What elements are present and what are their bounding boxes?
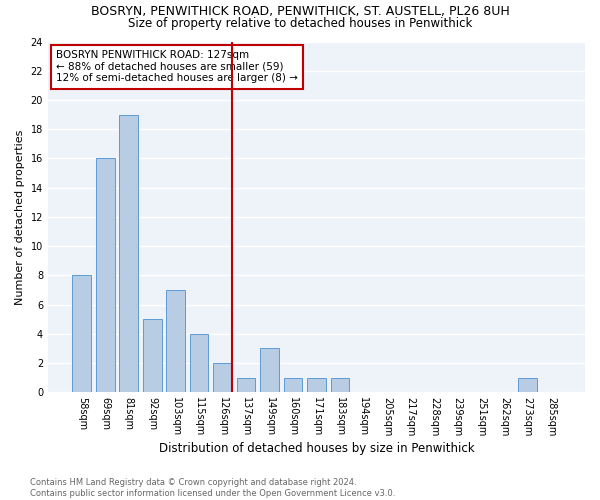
Bar [143,319,161,392]
X-axis label: Distribution of detached houses by size in Penwithick: Distribution of detached houses by size … [158,442,474,455]
Text: Contains HM Land Registry data © Crown copyright and database right 2024.
Contai: Contains HM Land Registry data © Crown c… [30,478,395,498]
Text: Size of property relative to detached houses in Penwithick: Size of property relative to detached ho… [128,18,472,30]
Bar [213,363,232,392]
Text: BOSRYN PENWITHICK ROAD: 127sqm
← 88% of detached houses are smaller (59)
12% of : BOSRYN PENWITHICK ROAD: 127sqm ← 88% of … [56,50,298,84]
Bar [236,378,256,392]
Bar [518,378,537,392]
Bar [260,348,279,392]
Bar [166,290,185,392]
Bar [190,334,208,392]
Bar [331,378,349,392]
Bar [284,378,302,392]
Bar [73,276,91,392]
Y-axis label: Number of detached properties: Number of detached properties [15,129,25,304]
Bar [96,158,115,392]
Text: BOSRYN, PENWITHICK ROAD, PENWITHICK, ST. AUSTELL, PL26 8UH: BOSRYN, PENWITHICK ROAD, PENWITHICK, ST.… [91,5,509,18]
Bar [119,114,138,392]
Bar [307,378,326,392]
